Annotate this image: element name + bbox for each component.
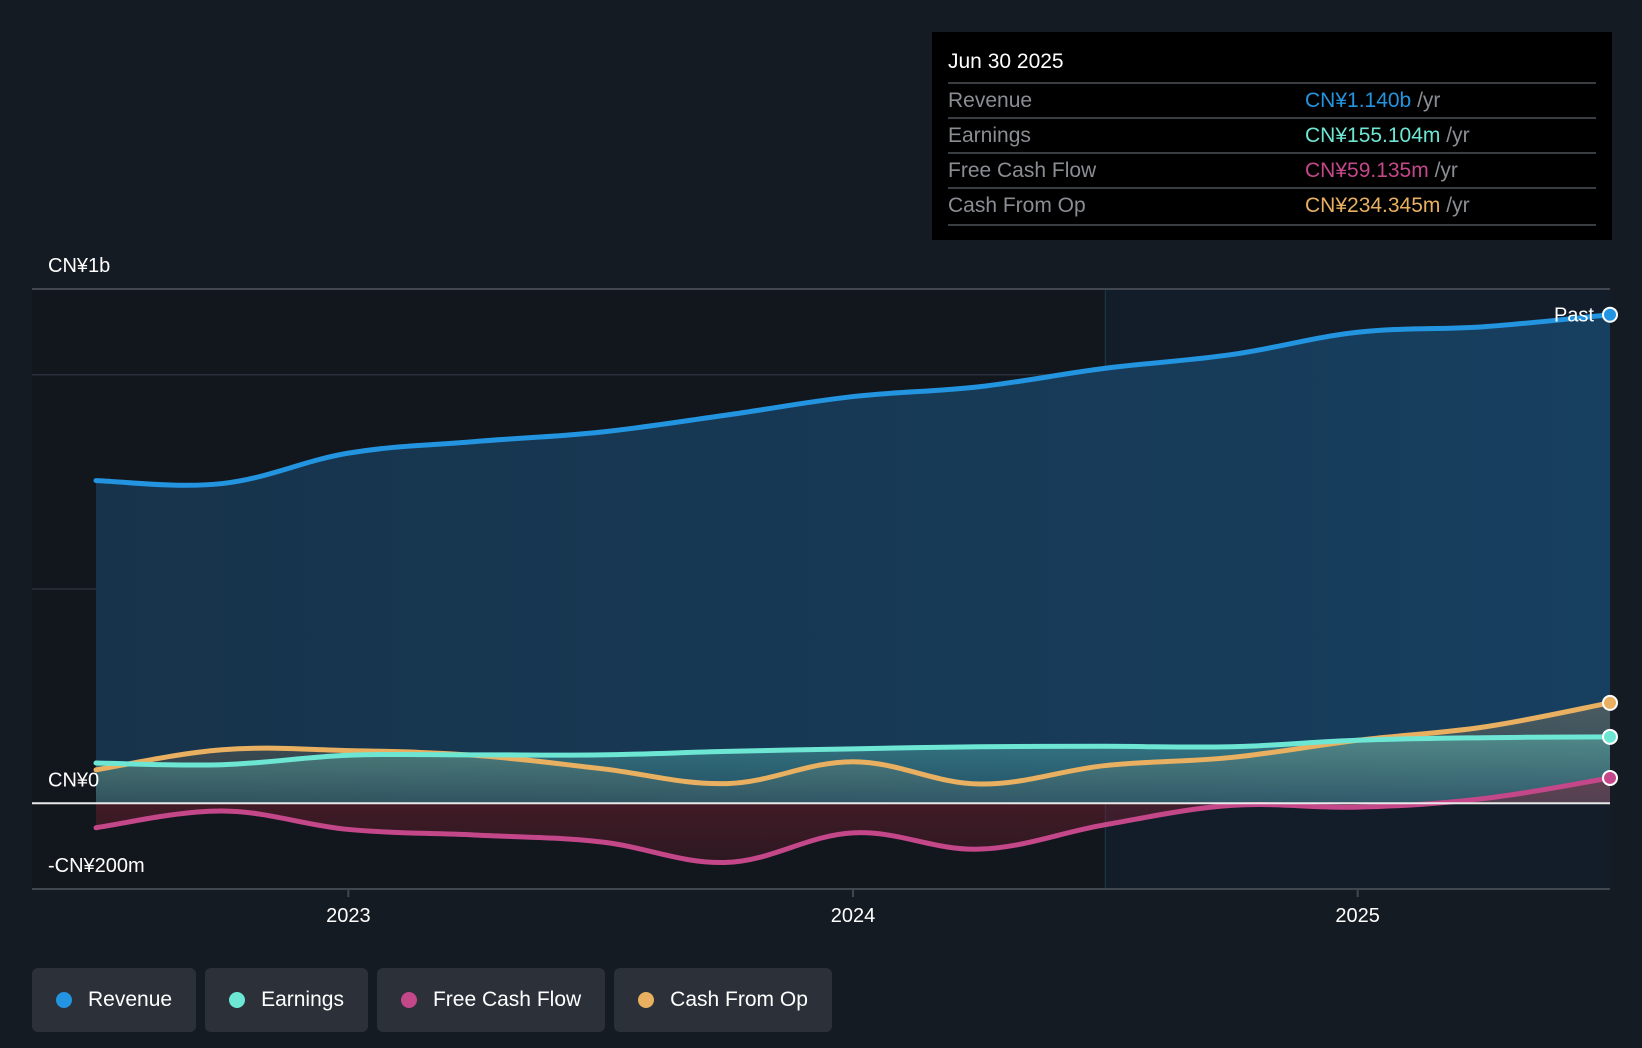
legend-label: Revenue	[88, 988, 173, 1011]
tooltip: Jun 30 2025 Revenue CN¥1.140b /yr Earnin…	[932, 32, 1612, 240]
earnings-line	[93, 734, 1610, 768]
tooltip-row-label: Free Cash Flow	[948, 159, 1097, 182]
series-lines	[93, 312, 1610, 865]
tooltip-row-free-cash-flow: Free Cash Flow CN¥59.135m /yr	[948, 152, 1596, 189]
tooltip-row-value: CN¥1.140b /yr	[1305, 89, 1441, 112]
free-cash-flow-area	[96, 777, 1610, 863]
series-areas	[96, 314, 1610, 863]
legend-label: Free Cash Flow	[432, 988, 582, 1011]
tooltip-row-label: Revenue	[948, 89, 1033, 112]
cash-from-op-end-marker	[1602, 694, 1618, 711]
earnings-area	[96, 736, 1610, 804]
free-cash-flow-line	[93, 775, 1610, 865]
revenue-area	[96, 314, 1610, 804]
tooltip-row-value: CN¥59.135m /yr	[1305, 159, 1458, 182]
legend-item-revenue[interactable]: Revenue	[32, 968, 197, 1032]
revenue-dot-icon	[56, 992, 72, 1008]
past-label: Past	[1554, 305, 1594, 327]
y-axis-labels: CN¥1b CN¥0 -CN¥200m	[48, 255, 145, 877]
y-tick-label: CN¥1b	[48, 255, 110, 277]
y-tick-label: -CN¥200m	[48, 855, 145, 877]
cash-from-op-dot-icon	[638, 992, 655, 1008]
legend: Revenue Earnings Free Cash Flow Cash Fro…	[32, 968, 832, 1032]
earnings-dot-icon	[229, 992, 246, 1008]
legend-item-cash-from-op[interactable]: Cash From Op	[614, 968, 832, 1032]
legend-item-earnings[interactable]: Earnings	[205, 968, 368, 1032]
tooltip-row-earnings: Earnings CN¥155.104m /yr	[948, 117, 1596, 154]
tooltip-row-revenue: Revenue CN¥1.140b /yr	[948, 82, 1596, 119]
series-end-markers	[1602, 306, 1618, 786]
x-axis: 2023 2024 2025	[326, 889, 1380, 927]
x-tick-label: 2025	[1335, 905, 1380, 927]
x-tick-label: 2024	[831, 905, 876, 927]
tooltip-row-value: CN¥155.104m /yr	[1305, 124, 1470, 147]
revenue-line	[93, 312, 1610, 488]
earnings-end-marker	[1602, 728, 1618, 745]
y-tick-label: CN¥0	[48, 769, 99, 791]
legend-item-free-cash-flow[interactable]: Free Cash Flow	[376, 968, 606, 1032]
legend-label: Cash From Op	[670, 988, 808, 1011]
tooltip-row-label: Earnings	[948, 124, 1031, 147]
tooltip-row-cash-from-op: Cash From Op CN¥234.345m /yr	[948, 187, 1596, 226]
free-cash-flow-end-marker	[1602, 769, 1618, 786]
free-cash-flow-dot-icon	[400, 992, 417, 1008]
revenue-end-marker	[1602, 306, 1618, 323]
x-tick-label: 2023	[326, 905, 371, 927]
tooltip-row-label: Cash From Op	[948, 194, 1086, 217]
tooltip-date: Jun 30 2025	[948, 50, 1064, 73]
tooltip-row-value: CN¥234.345m /yr	[1305, 194, 1470, 217]
legend-label: Earnings	[261, 988, 344, 1011]
